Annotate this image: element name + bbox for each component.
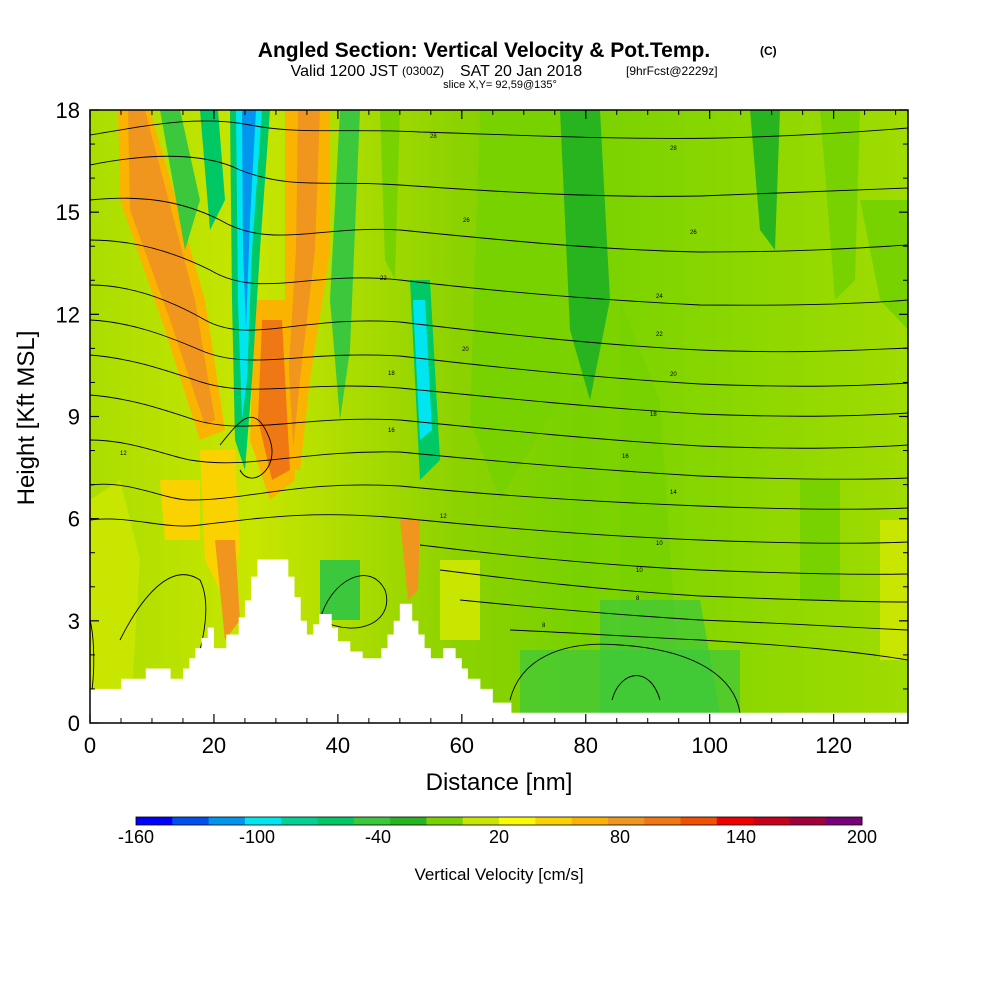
valid-prefix: Valid 1200 JST — [291, 63, 399, 80]
chart-title: Angled Section: Vertical Velocity & Pot.… — [258, 39, 710, 62]
colorbar-swatch — [607, 817, 645, 825]
colorbar-swatch — [426, 817, 464, 825]
contour-label: 26 — [463, 218, 470, 224]
colorbar-swatch — [462, 817, 500, 825]
colorbar-swatch — [644, 817, 681, 825]
contour-label: 16 — [388, 428, 395, 434]
slice-info: slice X,Y= 92,59@135° — [443, 79, 557, 91]
colorbar-tick-label: -40 — [365, 827, 391, 847]
colorbar — [135, 816, 863, 826]
contour-label: 20 — [670, 372, 677, 378]
terrain-mask — [90, 559, 908, 723]
velocity-field — [90, 110, 908, 723]
colorbar-swatch — [390, 817, 427, 825]
contour-label: 18 — [650, 412, 657, 418]
x-axis-label: Distance [nm] — [426, 769, 573, 796]
x-tick-label: 120 — [815, 733, 852, 758]
plot-area: 28 28 26 26 24 22 22 20 20 18 18 16 16 1… — [90, 110, 908, 723]
x-axis: 0 20 40 60 80 100 120 — [84, 110, 897, 758]
colorbar-ticks: -160 -100 -40 20 80 140 200 — [118, 827, 877, 847]
colorbar-frame — [135, 816, 863, 826]
valid-line: Valid 1200 JST (0300Z) SAT 20 Jan 2018 [… — [291, 63, 718, 80]
contour-label: 8 — [636, 596, 640, 602]
contour-label: 26 — [690, 230, 697, 236]
y-tick-label: 12 — [56, 302, 80, 327]
chart-title-units: (C) — [760, 44, 777, 58]
colorbar-label: Vertical Velocity [cm/s] — [414, 865, 583, 884]
colorbar-swatch — [281, 817, 318, 825]
x-tick-label: 100 — [691, 733, 728, 758]
colorbar-tick-label: 140 — [726, 827, 756, 847]
contour-label: 22 — [380, 276, 387, 282]
contour-label: 28 — [430, 134, 437, 140]
contour-label: 8 — [542, 623, 546, 629]
contour-label: 20 — [462, 347, 469, 353]
colorbar-swatch — [317, 817, 355, 825]
colorbar-swatch — [136, 817, 173, 825]
contour-label: 24 — [656, 294, 663, 300]
colorbar-swatch — [353, 817, 391, 825]
y-tick-label: 6 — [68, 507, 80, 532]
colorbar-swatch — [680, 817, 718, 825]
pot-temp-contours — [90, 120, 908, 714]
colorbar-swatch — [571, 817, 609, 825]
contour-label: 12 — [120, 451, 127, 457]
colorbar-swatch — [499, 817, 536, 825]
y-tick-label: 9 — [68, 405, 80, 430]
x-tick-label: 60 — [450, 733, 474, 758]
contour-label: 22 — [656, 332, 663, 338]
x-tick-label: 80 — [574, 733, 598, 758]
y-tick-label: 3 — [68, 609, 80, 634]
colorbar-swatch — [244, 817, 282, 825]
colorbar-swatch — [172, 817, 209, 825]
y-tick-label: 0 — [68, 711, 80, 736]
y-tick-label: 18 — [56, 98, 80, 123]
y-axis: 0 3 6 9 12 15 18 — [56, 98, 908, 736]
forecast-info: [9hrFcst@2229z] — [626, 64, 718, 78]
colorbar-swatch — [789, 817, 827, 825]
contour-label: 28 — [670, 146, 677, 152]
colorbar-swatch — [208, 817, 246, 825]
colorbar-tick-label: 200 — [847, 827, 877, 847]
valid-utc: (0300Z) — [402, 64, 444, 78]
valid-date: SAT 20 Jan 2018 — [460, 63, 582, 80]
contour-label: 16 — [622, 454, 629, 460]
contour-label: 12 — [440, 514, 447, 520]
contour-label: 18 — [388, 371, 395, 377]
contour-label: 10 — [656, 541, 663, 547]
colorbar-swatch — [716, 817, 754, 825]
colorbar-tick-label: -160 — [118, 827, 154, 847]
colorbar-tick-label: -100 — [239, 827, 275, 847]
colorbar-tick-label: 20 — [489, 827, 509, 847]
colorbar-swatch — [753, 817, 790, 825]
colorbar-tick-label: 80 — [610, 827, 630, 847]
contour-labels: 28 28 26 26 24 22 22 20 20 18 18 16 16 1… — [120, 134, 697, 629]
y-tick-label: 15 — [56, 200, 80, 225]
x-tick-label: 0 — [84, 733, 96, 758]
colorbar-swatch — [535, 817, 572, 825]
contour-label: 14 — [670, 490, 677, 496]
y-axis-label: Height [Kft MSL] — [13, 331, 40, 506]
contour-label: 10 — [636, 568, 643, 574]
colorbar-swatch — [825, 817, 863, 825]
x-tick-label: 40 — [326, 733, 350, 758]
x-tick-label: 20 — [202, 733, 226, 758]
